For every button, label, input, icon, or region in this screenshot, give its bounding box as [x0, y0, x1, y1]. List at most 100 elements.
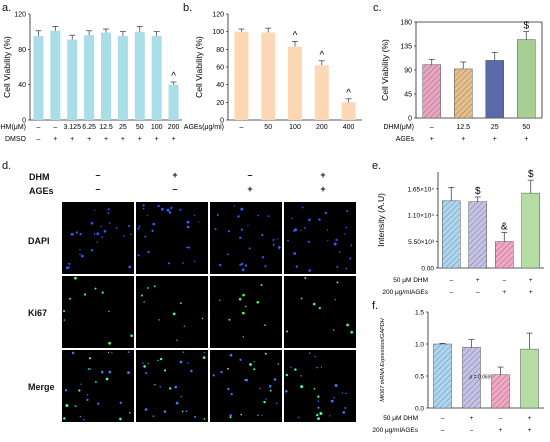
- row2-label: +: [528, 427, 532, 434]
- cell-dot: [93, 233, 96, 235]
- bar: [84, 35, 95, 121]
- cell-dot: [182, 351, 185, 353]
- cell-dot: [214, 228, 217, 231]
- cell-dot: [286, 330, 289, 333]
- col1-dhm: –: [95, 170, 101, 180]
- y-tick-label: 80: [18, 47, 26, 54]
- cell-dot: [90, 222, 94, 225]
- row2-label: –: [470, 427, 474, 434]
- x-tick-label: –: [36, 124, 40, 131]
- row2-label: –: [476, 289, 480, 296]
- significance-annotation: p = 0.069: [469, 375, 491, 381]
- cell-dot: [143, 365, 146, 368]
- cell-dot: [75, 231, 78, 234]
- cell-dot: [285, 373, 288, 377]
- bar: [261, 32, 276, 120]
- y-tick-label: 180: [400, 20, 412, 27]
- cell-dot: [317, 417, 320, 420]
- cell-dot: [229, 353, 233, 357]
- cell-dot: [313, 388, 316, 390]
- cell-dot: [244, 378, 247, 381]
- image-ki67-3: [210, 276, 282, 348]
- significance-annotation: ^: [171, 71, 176, 82]
- cell-dot: [105, 377, 109, 381]
- cell-dot: [293, 252, 297, 255]
- bar: [168, 84, 179, 120]
- cell-dot: [128, 225, 130, 228]
- cell-dot: [79, 249, 81, 251]
- cell-dot: [63, 319, 65, 321]
- y-tick-label: 1.10×10⁴: [408, 213, 435, 220]
- y-tick-label: 1.0: [415, 342, 424, 349]
- x-tick-label: –: [430, 124, 434, 131]
- cell-speckles: [285, 352, 347, 420]
- cell-dot: [179, 360, 183, 364]
- cell-dot: [203, 418, 206, 420]
- cell-dot: [153, 285, 156, 288]
- cell-dot: [108, 370, 112, 374]
- y-tick-label: 1.5: [415, 310, 424, 317]
- cell-dot: [138, 225, 141, 227]
- cell-dot: [140, 294, 143, 297]
- col2-dhm: +: [172, 170, 178, 180]
- cell-dot: [341, 392, 344, 394]
- cell-dot: [130, 334, 133, 337]
- cell-dot: [287, 239, 289, 242]
- cell-dot: [256, 301, 259, 304]
- cell-dot: [327, 240, 329, 242]
- cell-dot: [269, 389, 272, 392]
- cell-dot: [68, 266, 71, 268]
- image-dapi-2: [136, 202, 208, 274]
- cell-dot: [265, 398, 267, 400]
- cell-dot: [186, 225, 190, 229]
- cell-dot: [338, 251, 341, 253]
- chart-e-intensity: 0.00 5.50×10³ 1.10×10⁴ 1.65×10⁴ Intensity (A…: [376, 169, 544, 296]
- image-dapi-4: [284, 202, 356, 274]
- col2-ages: –: [172, 184, 178, 194]
- cell-dot: [168, 387, 172, 390]
- x-tick-label: 12.5: [99, 124, 113, 131]
- bar: [520, 348, 539, 409]
- cell-dot: [261, 256, 265, 259]
- cell-dot: [312, 302, 316, 306]
- cell-dot: [145, 372, 148, 375]
- row2-label: –: [441, 427, 445, 434]
- cell-dot: [86, 398, 89, 401]
- cell-dot: [268, 385, 272, 388]
- cell-dot: [333, 329, 335, 331]
- image-merge-1: [62, 350, 134, 422]
- row2-label: +: [155, 136, 159, 143]
- bar: [117, 36, 128, 121]
- y-tick-label: 120: [212, 12, 224, 19]
- y-tick-label: 40: [216, 82, 224, 89]
- bar: [454, 68, 473, 119]
- significance-annotation: ^: [319, 50, 324, 61]
- cell-dot: [342, 411, 346, 414]
- cell-dot: [172, 312, 176, 316]
- x-tick-label: 50: [264, 124, 272, 131]
- cell-dot: [349, 257, 352, 260]
- cell-dot: [115, 227, 118, 229]
- cell-speckles: [219, 284, 266, 338]
- y-tick-label: 20: [216, 100, 224, 107]
- cell-dot: [94, 287, 97, 290]
- y-tick-label: 90: [404, 68, 412, 75]
- row-label-dapi: DAPI: [28, 236, 50, 246]
- cell-dot: [238, 297, 242, 301]
- cell-dot: [276, 238, 278, 240]
- x-tick-label: 6.25: [82, 124, 96, 131]
- row2-label: +: [430, 136, 434, 143]
- cell-dot: [69, 297, 71, 300]
- cell-dot: [229, 416, 232, 419]
- panel-label-b: b.: [183, 2, 193, 14]
- cell-dot: [166, 208, 170, 212]
- row-label-ki67: Ki67: [28, 308, 48, 318]
- cell-dot: [95, 381, 97, 383]
- cell-dot: [87, 368, 90, 370]
- cell-dot: [79, 415, 82, 418]
- cell-dot: [152, 415, 155, 418]
- bar: [151, 36, 162, 121]
- cell-dot: [143, 301, 145, 303]
- cell-dot: [96, 232, 100, 236]
- cell-dot: [334, 299, 336, 301]
